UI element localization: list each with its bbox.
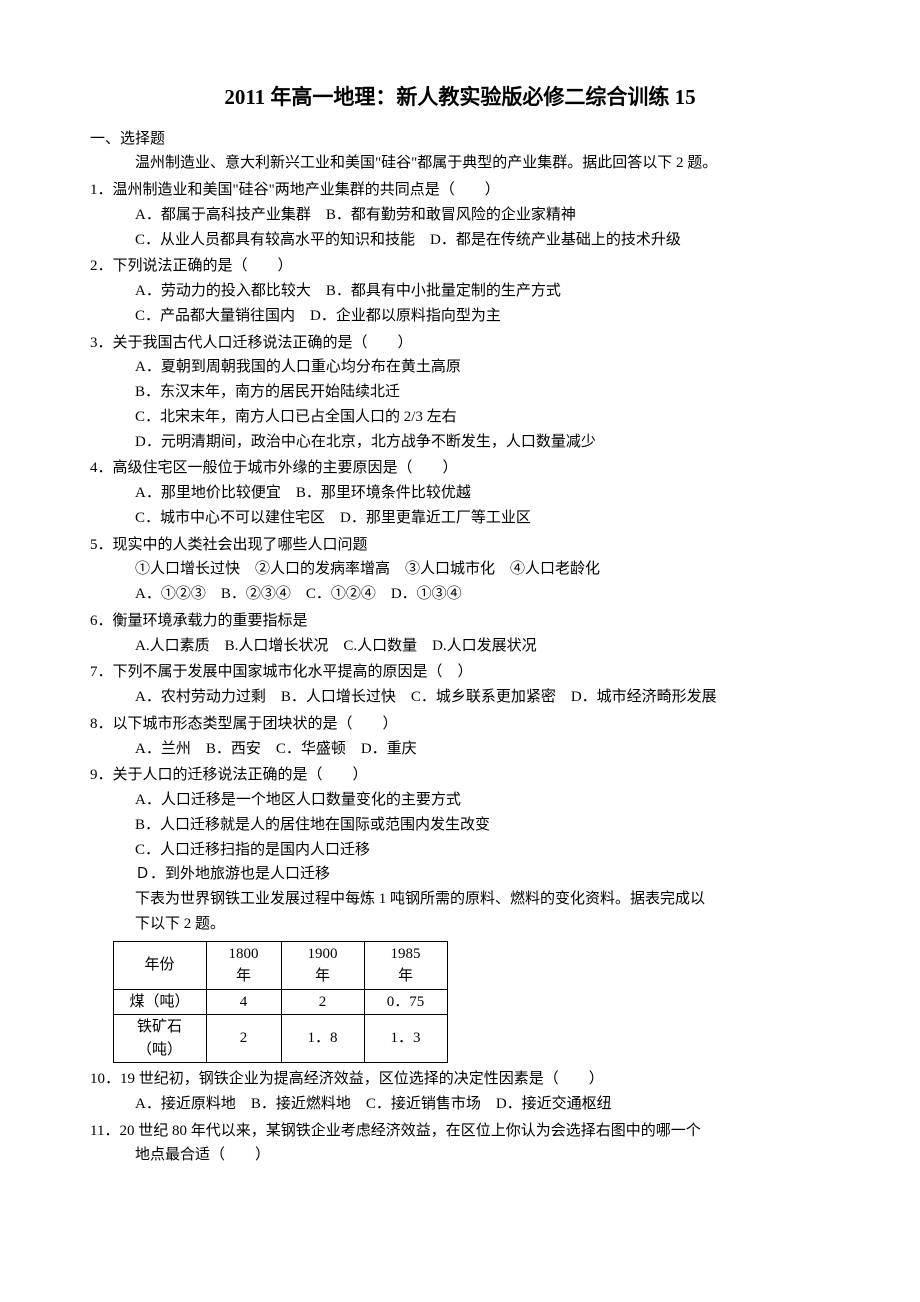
q11-stem-line1: 11．20 世纪 80 年代以来，某钢铁企业考虑经济效益，在区位上你认为会选择右…: [90, 1119, 830, 1144]
cell: 0．75: [364, 989, 447, 1015]
cell: 2: [206, 1015, 281, 1063]
q9-opt-d: Ｄ．到外地旅游也是人口迁移: [90, 862, 830, 887]
q9-stem: 9．关于人口的迁移说法正确的是（ ）: [90, 763, 830, 788]
question-11: 11．20 世纪 80 年代以来，某钢铁企业考虑经济效益，在区位上你认为会选择右…: [90, 1119, 830, 1169]
question-10: 10．19 世纪初，钢铁企业为提高经济效益，区位选择的决定性因素是（ ） A．接…: [90, 1067, 830, 1117]
table-row: 年份 1800 年 1900 年 1985 年: [113, 941, 447, 989]
q3-opt-b: B．东汉末年，南方的居民开始陆续北迁: [90, 380, 830, 405]
q5-stem: 5．现实中的人类社会出现了哪些人口问题: [90, 533, 830, 558]
cell: 年: [236, 968, 251, 984]
q2-opts-line1: A．劳动力的投入都比较大 B．都具有中小批量定制的生产方式: [90, 279, 830, 304]
q1-opts-line1: A．都属于高科技产业集群 B．都有勤劳和敢冒风险的企业家精神: [90, 203, 830, 228]
cell: 年: [315, 968, 330, 984]
cell: 1800: [229, 946, 259, 962]
question-8: 8．以下城市形态类型属于团块状的是（ ） A．兰州 B．西安 C．华盛顿 D．重…: [90, 712, 830, 762]
q9-opt-a: A．人口迁移是一个地区人口数量变化的主要方式: [90, 788, 830, 813]
question-6: 6．衡量环境承载力的重要指标是 A.人口素质 B.人口增长状况 C.人口数量 D…: [90, 609, 830, 659]
cell: 4: [206, 989, 281, 1015]
q11-stem-line2: 地点最合适（ ）: [90, 1143, 830, 1168]
cell: 1．8: [281, 1015, 364, 1063]
table-row: 煤（吨） 4 2 0．75: [113, 989, 447, 1015]
q4-stem: 4．高级住宅区一般位于城市外缘的主要原因是（ ）: [90, 456, 830, 481]
q8-opts: A．兰州 B．西安 C．华盛顿 D．重庆: [90, 737, 830, 762]
cell: 年份: [144, 957, 174, 973]
section-heading: 一、选择题: [90, 127, 830, 152]
q5-sub: ①人口增长过快 ②人口的发病率增高 ③人口城市化 ④人口老龄化: [90, 557, 830, 582]
cell: 煤（吨）: [113, 989, 206, 1015]
question-2: 2．下列说法正确的是（ ） A．劳动力的投入都比较大 B．都具有中小批量定制的生…: [90, 254, 830, 328]
question-1: 1．温州制造业和美国"硅谷"两地产业集群的共同点是（ ） A．都属于高科技产业集…: [90, 178, 830, 252]
q1-opts-line2: C．从业人员都具有较高水平的知识和技能 D．都是在传统产业基础上的技术升级: [90, 228, 830, 253]
cell: 1．3: [364, 1015, 447, 1063]
cell: 1900: [308, 946, 338, 962]
table-intro-line2: 下以下 2 题。: [90, 912, 830, 937]
q2-opts-line2: C．产品都大量销往国内 D．企业都以原料指向型为主: [90, 304, 830, 329]
q8-stem: 8．以下城市形态类型属于团块状的是（ ）: [90, 712, 830, 737]
cell: 1985: [391, 946, 421, 962]
q9-opt-c: C．人口迁移扫指的是国内人口迁移: [90, 838, 830, 863]
question-5: 5．现实中的人类社会出现了哪些人口问题 ①人口增长过快 ②人口的发病率增高 ③人…: [90, 533, 830, 607]
q4-opts-line2: C．城市中心不可以建住宅区 D．那里更靠近工厂等工业区: [90, 506, 830, 531]
intro-text: 温州制造业、意大利新兴工业和美国"硅谷"都属于典型的产业集群。据此回答以下 2 …: [90, 151, 830, 176]
q6-stem: 6．衡量环境承载力的重要指标是: [90, 609, 830, 634]
cell: （吨）: [137, 1042, 182, 1058]
q9-opt-b: B．人口迁移就是人的居住地在国际或范围内发生改变: [90, 813, 830, 838]
q10-opts: A．接近原料地 B．接近燃料地 C．接近销售市场 D．接近交通枢纽: [90, 1092, 830, 1117]
cell: 2: [281, 989, 364, 1015]
question-4: 4．高级住宅区一般位于城市外缘的主要原因是（ ） A．那里地价比较便宜 B．那里…: [90, 456, 830, 530]
table-row: 铁矿石 （吨） 2 1．8 1．3: [113, 1015, 447, 1063]
cell: 年: [398, 968, 413, 984]
q1-stem: 1．温州制造业和美国"硅谷"两地产业集群的共同点是（ ）: [90, 178, 830, 203]
q7-stem: 7．下列不属于发展中国家城市化水平提高的原因是（ ）: [90, 660, 830, 685]
question-9: 9．关于人口的迁移说法正确的是（ ） A．人口迁移是一个地区人口数量变化的主要方…: [90, 763, 830, 936]
page-title: 2011 年高一地理：新人教实验版必修二综合训练 15: [90, 80, 830, 115]
q5-opts: A．①②③ B．②③④ C．①②④ D．①③④: [90, 582, 830, 607]
q3-stem: 3．关于我国古代人口迁移说法正确的是（ ）: [90, 331, 830, 356]
q3-opt-a: A．夏朝到周朝我国的人口重心均分布在黄土高原: [90, 355, 830, 380]
q3-opt-c: C．北宋末年，南方人口已占全国人口的 2/3 左右: [90, 405, 830, 430]
q2-stem: 2．下列说法正确的是（ ）: [90, 254, 830, 279]
q10-stem: 10．19 世纪初，钢铁企业为提高经济效益，区位选择的决定性因素是（ ）: [90, 1067, 830, 1092]
steel-data-table: 年份 1800 年 1900 年 1985 年 煤（吨） 4 2 0．75 铁矿…: [113, 941, 448, 1064]
q3-opt-d: D．元明清期间，政治中心在北京，北方战争不断发生，人口数量减少: [90, 430, 830, 455]
q6-opts: A.人口素质 B.人口增长状况 C.人口数量 D.人口发展状况: [90, 634, 830, 659]
table-intro-line1: 下表为世界钢铁工业发展过程中每炼 1 吨钢所需的原料、燃料的变化资料。据表完成以: [90, 887, 830, 912]
question-3: 3．关于我国古代人口迁移说法正确的是（ ） A．夏朝到周朝我国的人口重心均分布在…: [90, 331, 830, 455]
q7-opts: A．农村劳动力过剩 B．人口增长过快 C．城乡联系更加紧密 D．城市经济畸形发展: [90, 685, 830, 710]
cell: 铁矿石: [137, 1019, 182, 1035]
q4-opts-line1: A．那里地价比较便宜 B．那里环境条件比较优越: [90, 481, 830, 506]
question-7: 7．下列不属于发展中国家城市化水平提高的原因是（ ） A．农村劳动力过剩 B．人…: [90, 660, 830, 710]
